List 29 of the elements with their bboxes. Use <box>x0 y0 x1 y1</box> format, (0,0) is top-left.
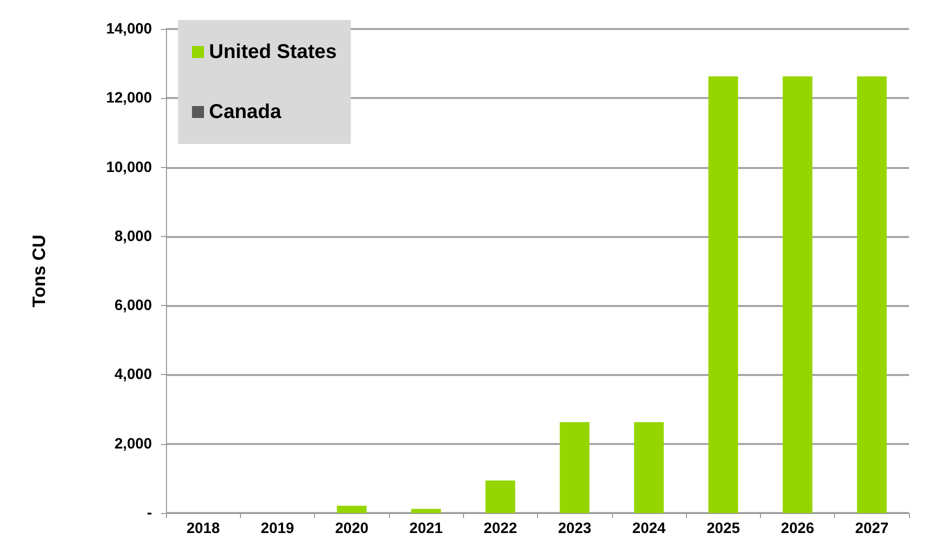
bar <box>336 506 367 513</box>
y-tick-label: 2,000 <box>114 435 152 452</box>
x-tick-label: 2022 <box>484 520 518 537</box>
bar <box>411 508 441 513</box>
y-tick-label: 14,000 <box>106 20 152 38</box>
legend-label: Canada <box>209 101 282 123</box>
bar <box>634 422 664 513</box>
x-tick-label: 2024 <box>632 520 666 537</box>
x-tick-label: 2018 <box>186 520 220 537</box>
x-tick-label: 2021 <box>409 520 443 537</box>
bar <box>560 422 590 513</box>
x-tick-label: 2025 <box>706 520 740 537</box>
y-tick-label: 10,000 <box>106 158 152 176</box>
y-tick-label: 4,000 <box>114 366 152 384</box>
y-tick-label: 6,000 <box>114 297 152 314</box>
legend-label: United States <box>209 41 337 63</box>
bar <box>708 76 738 513</box>
bar <box>856 76 887 513</box>
x-tick-label: 2027 <box>855 520 889 537</box>
y-tick-label: 12,000 <box>106 90 152 107</box>
bar <box>485 480 516 513</box>
x-tick-label: 2026 <box>780 520 814 537</box>
bar <box>782 76 812 513</box>
y-axis-title: Tons CU <box>29 234 49 308</box>
x-tick-label: 2019 <box>260 520 294 537</box>
x-tick-label: 2020 <box>335 520 368 537</box>
y-tick-label: 8,000 <box>114 228 152 245</box>
x-tick-label: 2023 <box>558 520 592 537</box>
y-tick-label: - <box>147 504 152 522</box>
